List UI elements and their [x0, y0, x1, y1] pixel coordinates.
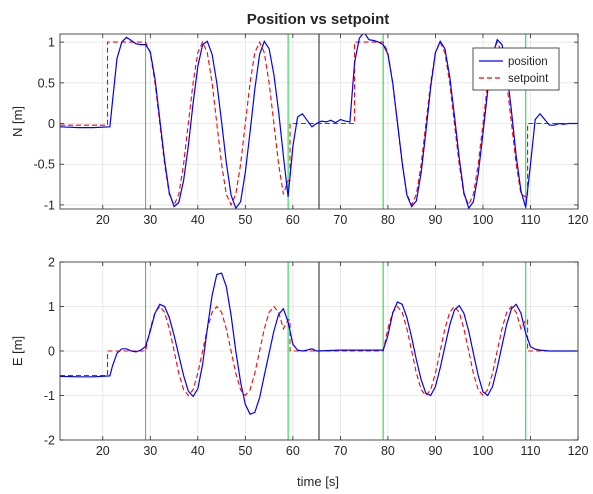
x-tick-label: 120	[568, 444, 589, 458]
x-tick-label: 30	[143, 444, 157, 458]
series-line-setpoint	[60, 40, 578, 207]
x-tick-label: 30	[143, 213, 157, 227]
series-line-setpoint	[60, 305, 578, 397]
x-tick-label: 90	[428, 444, 442, 458]
top-axes: 20 30 40 50 60 70 80 90 100 110 120 -1 -0.5 0 0.5 1 N [m…	[10, 33, 589, 227]
x-tick-label: 50	[238, 213, 252, 227]
x-tick-label: 80	[381, 444, 395, 458]
y-tick-label: -1	[44, 198, 55, 212]
x-tick-label: 120	[568, 213, 589, 227]
x-axis-label: time [s]	[297, 474, 339, 489]
legend-label-setpoint: setpoint	[508, 73, 549, 85]
y-tick-label: 0	[48, 345, 55, 359]
chart-title: Position vs setpoint	[247, 11, 390, 28]
x-tick-label: 40	[191, 213, 205, 227]
x-tick-label: 70	[333, 444, 347, 458]
x-tick-label: 60	[286, 213, 300, 227]
y-tick-label: 1	[48, 300, 55, 314]
axes-box	[59, 33, 579, 210]
y-tick-label: -0.5	[33, 158, 55, 172]
x-tick-label: 110	[521, 213, 541, 227]
x-tick-label: 60	[286, 444, 300, 458]
legend-label-position: position	[508, 56, 548, 68]
series-line-position	[60, 272, 578, 415]
x-tick-label: 110	[521, 444, 541, 458]
x-tick-label: 70	[333, 213, 347, 227]
y-tick-label: -1	[44, 389, 55, 403]
x-tick-label: 20	[96, 213, 110, 227]
y-tick-label: -2	[44, 434, 55, 448]
bottom-axes: 20 30 40 50 60 70 80 90 100 110 120 -2 -1 0 1 2 E [m]	[10, 256, 588, 459]
y-tick-label: 2	[48, 256, 55, 270]
x-tick-label: 90	[428, 213, 442, 227]
x-tick-label: 80	[381, 213, 395, 227]
legend: position setpoint	[472, 47, 560, 91]
x-tick-label: 40	[191, 444, 205, 458]
legend-box	[472, 47, 560, 91]
y-axis-label: E [m]	[10, 336, 25, 366]
x-tick-label: 100	[473, 444, 494, 458]
y-axis-label: N [m]	[10, 106, 25, 137]
series-line-position	[60, 34, 578, 209]
y-tick-label: 0.5	[38, 76, 55, 90]
x-tick-label: 20	[96, 444, 110, 458]
y-tick-label: 0	[48, 117, 55, 131]
x-tick-label: 50	[238, 444, 252, 458]
x-tick-label: 100	[473, 213, 494, 227]
y-tick-label: 1	[48, 36, 55, 50]
